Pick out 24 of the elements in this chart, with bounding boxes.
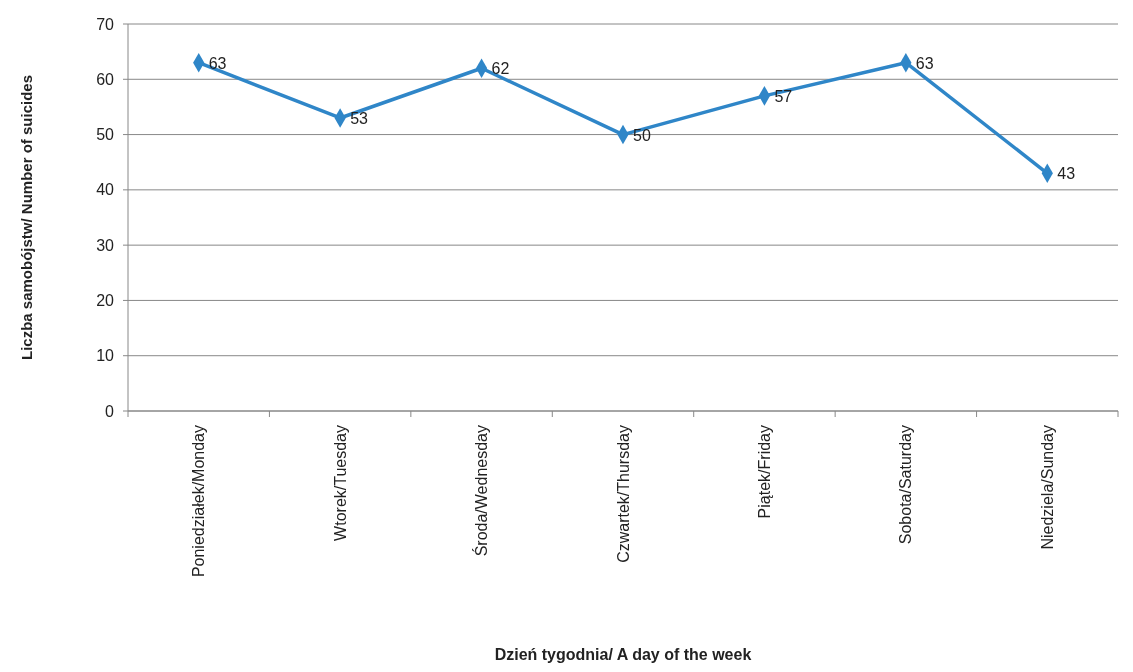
data-label: 62 — [491, 60, 510, 78]
x-tick-label: Wtorek/Tuesday — [331, 425, 349, 541]
x-tick-label: Niedziela/Sunday — [1038, 425, 1056, 550]
y-tick-label: 10 — [96, 347, 115, 365]
data-label: 53 — [350, 109, 369, 127]
y-tick-label: 60 — [96, 70, 115, 88]
x-tick-label: Piątek/Friday — [756, 425, 774, 519]
y-axis-title: Liczba samobójstw/ Number of suicides — [18, 74, 35, 361]
y-tick-label: 70 — [96, 15, 115, 33]
y-tick-label: 20 — [96, 292, 115, 310]
data-label: 50 — [633, 126, 651, 144]
data-label: 43 — [1057, 165, 1076, 183]
y-tick-label: 50 — [96, 126, 115, 144]
y-tick-label: 0 — [105, 402, 115, 420]
data-label: 57 — [774, 87, 793, 105]
data-label: 63 — [208, 54, 227, 72]
x-tick-label: Poniedziałek/Monday — [190, 425, 208, 578]
x-axis-title: Dzień tygodnia/ A day of the week — [494, 646, 752, 663]
x-tick-label: Czwartek/Thursday — [614, 425, 632, 563]
x-tick-label: Środa/Wednesday — [472, 425, 491, 557]
x-tick-label: Sobota/Saturday — [897, 425, 915, 545]
y-tick-label: 40 — [96, 181, 115, 199]
y-tick-label: 30 — [96, 236, 115, 254]
data-label: 63 — [915, 54, 934, 72]
